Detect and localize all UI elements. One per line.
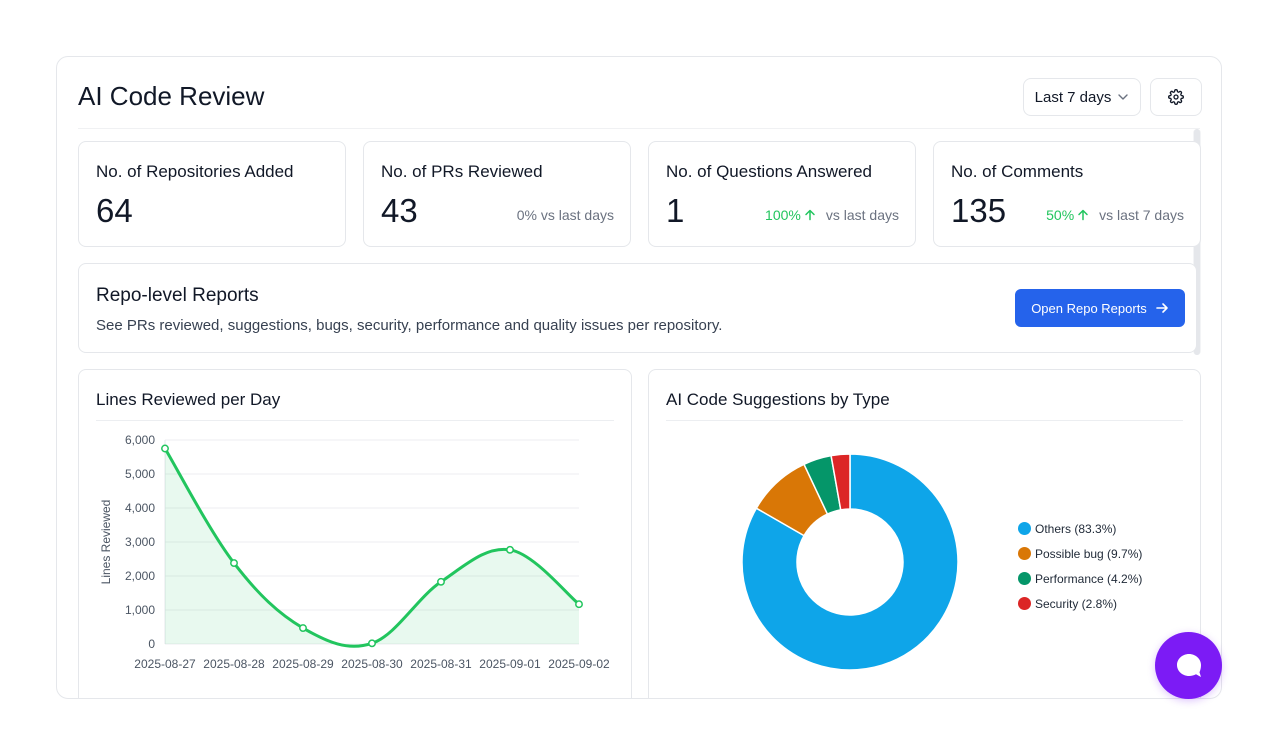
dashboard-panel: AI Code Review Last 7 days No. of Reposi… — [56, 56, 1222, 699]
x-tick-label: 2025-08-31 — [410, 657, 472, 671]
y-tick-label: 0 — [148, 637, 155, 651]
pie-slice[interactable] — [830, 453, 851, 511]
date-range-select[interactable]: Last 7 days — [1023, 78, 1141, 116]
stat-delta-text: vs last days — [825, 207, 899, 223]
stat-delta: 50% vs last 7 days — [1046, 207, 1184, 223]
arrow-up-icon — [1078, 209, 1088, 221]
repo-reports-title: Repo-level Reports — [96, 285, 259, 306]
data-point[interactable] — [506, 545, 514, 554]
suggestions-donut-chart — [741, 453, 959, 671]
y-tick-label: 2,000 — [125, 569, 155, 583]
header-divider — [78, 128, 1200, 129]
gear-icon — [1168, 89, 1184, 105]
legend-label: Possible bug (9.7%) — [1035, 546, 1143, 561]
stat-value: 43 — [381, 192, 418, 229]
legend-label: Security (2.8%) — [1035, 596, 1118, 611]
y-tick-label: 6,000 — [125, 433, 155, 447]
settings-button[interactable] — [1150, 78, 1202, 116]
stat-delta-percent-value: 100% — [765, 207, 801, 223]
chat-launcher-button[interactable] — [1155, 632, 1222, 699]
chart-divider — [666, 420, 1183, 421]
date-range-label: Last 7 days — [1034, 88, 1112, 106]
arrow-up-icon — [805, 209, 815, 221]
open-repo-reports-label: Open Repo Reports — [1031, 300, 1147, 316]
legend-swatch — [1018, 572, 1031, 585]
chart-legend: Others (83.3%) Possible bug (9.7%) Perform… — [1018, 516, 1142, 616]
legend-item[interactable]: Others (83.3%) — [1018, 516, 1142, 541]
legend-swatch — [1018, 522, 1031, 535]
legend-item[interactable]: Security (2.8%) — [1018, 591, 1142, 616]
data-point[interactable] — [161, 444, 169, 453]
stat-delta: 100% vs last days — [765, 207, 899, 223]
legend-item[interactable]: Possible bug (9.7%) — [1018, 541, 1142, 566]
lines-reviewed-chart: 0 1,000 2,000 3,000 4,000 5,000 6,000 Lines Rev… — [99, 433, 610, 671]
data-point[interactable] — [368, 639, 376, 648]
x-tick-label: 2025-08-27 — [134, 657, 196, 671]
y-tick-label: 5,000 — [125, 467, 155, 481]
stat-delta: 0% vs last days — [517, 207, 614, 223]
data-point[interactable] — [437, 577, 445, 586]
stat-value: 64 — [96, 192, 133, 229]
repo-reports-description: See PRs reviewed, suggestions, bugs, sec… — [96, 317, 723, 334]
stat-delta-percent: 50% — [1046, 207, 1089, 223]
chart-title: AI Code Suggestions by Type — [666, 390, 890, 409]
stat-label: No. of PRs Reviewed — [381, 162, 543, 181]
x-tick-label: 2025-09-02 — [548, 657, 610, 671]
stat-card-comments: No. of Comments 135 50% vs last 7 days — [933, 141, 1201, 247]
stat-value: 1 — [666, 192, 685, 229]
legend-label: Others (83.3%) — [1035, 521, 1117, 536]
x-tick-label: 2025-09-01 — [479, 657, 541, 671]
stat-delta-percent: 100% — [765, 207, 816, 223]
x-tick-label: 2025-08-29 — [272, 657, 334, 671]
y-tick-label: 3,000 — [125, 535, 155, 549]
stat-delta-percent-value: 50% — [1046, 207, 1075, 223]
y-axis-label: Lines Reviewed — [99, 500, 113, 585]
x-tick-label: 2025-08-30 — [341, 657, 403, 671]
chart-title: Lines Reviewed per Day — [96, 390, 281, 409]
stat-delta-text: vs last 7 days — [1099, 207, 1184, 223]
chat-bubble-icon — [1176, 653, 1201, 677]
stat-value: 135 — [951, 192, 1007, 229]
stat-card-prs-reviewed: No. of PRs Reviewed 43 0% vs last days — [363, 141, 631, 247]
legend-swatch — [1018, 547, 1031, 560]
open-repo-reports-button[interactable]: Open Repo Reports — [1015, 289, 1185, 327]
legend-label: Performance (4.2%) — [1035, 571, 1143, 586]
y-tick-label: 1,000 — [125, 603, 155, 617]
stat-card-repositories: No. of Repositories Added 64 — [78, 141, 346, 247]
page-title: AI Code Review — [78, 81, 265, 111]
stat-label: No. of Repositories Added — [96, 162, 294, 181]
data-point[interactable] — [299, 624, 307, 632]
stat-delta-text: 0% vs last days — [516, 207, 614, 223]
arrow-right-icon — [1156, 303, 1168, 313]
chart-divider — [96, 420, 614, 421]
lines-reviewed-chart-card: Lines Reviewed per Day 0 1,000 2,000 3,000 4… — [78, 369, 632, 698]
x-tick-label: 2025-08-28 — [203, 657, 265, 671]
data-point[interactable] — [230, 559, 238, 568]
repo-reports-card: Repo-level Reports See PRs reviewed, sug… — [78, 263, 1197, 353]
pie-slice[interactable] — [741, 453, 959, 671]
series-area-fill — [165, 448, 579, 647]
chevron-down-icon — [1118, 94, 1129, 100]
legend-item[interactable]: Performance (4.2%) — [1018, 566, 1142, 591]
data-point[interactable] — [575, 600, 583, 609]
stat-card-questions-answered: No. of Questions Answered 1 100% vs last… — [648, 141, 916, 247]
suggestions-by-type-chart-card: AI Code Suggestions by Type Others (83.3… — [648, 369, 1201, 698]
legend-swatch — [1018, 597, 1031, 610]
stat-label: No. of Comments — [951, 162, 1084, 181]
y-tick-label: 4,000 — [125, 501, 155, 515]
stat-label: No. of Questions Answered — [666, 162, 873, 181]
